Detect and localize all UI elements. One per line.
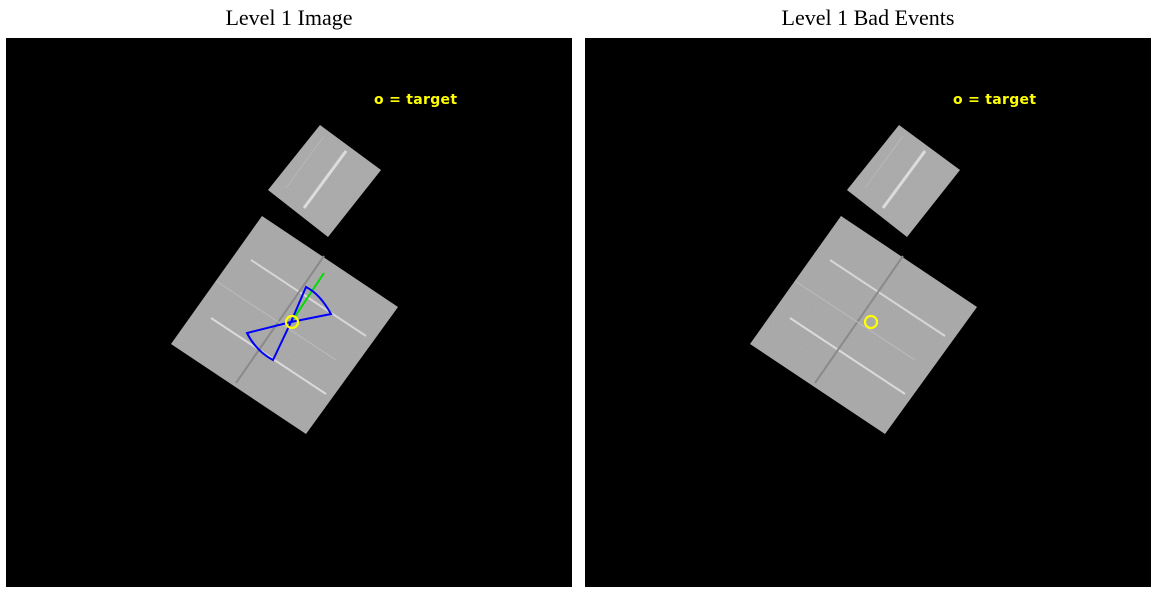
sky-image [6, 38, 572, 587]
small-ccd-chip [268, 125, 381, 237]
panel-level1-image: Level 1 Image [6, 0, 572, 589]
sky-image [585, 38, 1151, 587]
legend-target: o = target [953, 92, 1037, 108]
region-sector-upper [289, 285, 333, 324]
small-ccd-chip [847, 125, 960, 237]
panel-level1-bad-events: Level 1 Bad Events [585, 0, 1151, 589]
direction-line [291, 272, 325, 322]
target-marker [284, 314, 300, 330]
large-ccd-chip [750, 216, 977, 434]
region-sector-lower [245, 320, 293, 362]
target-marker [863, 314, 879, 330]
large-ccd-chip [171, 216, 398, 434]
image-viewport: o = target [585, 38, 1151, 587]
panel-title: Level 1 Bad Events [781, 5, 955, 30]
image-viewport: o = target [6, 38, 572, 587]
panel-title: Level 1 Image [225, 5, 353, 30]
legend-target: o = target [374, 92, 458, 108]
